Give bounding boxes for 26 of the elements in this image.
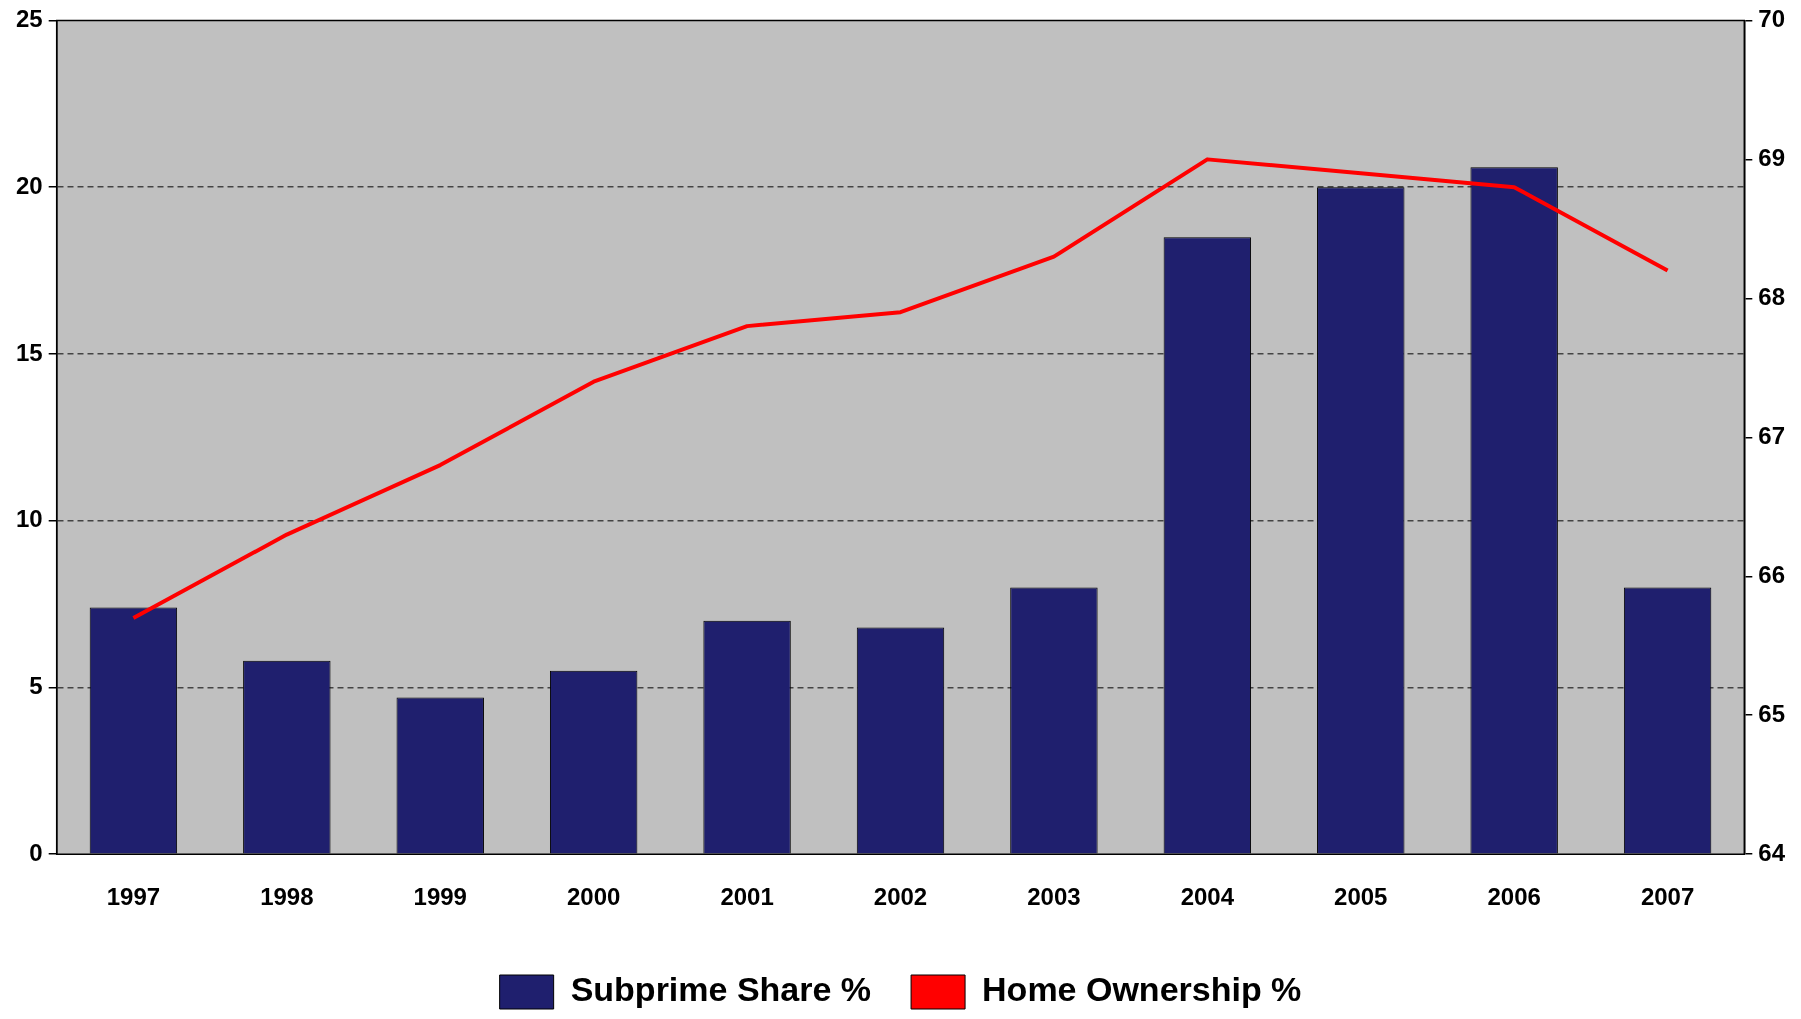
y2-tick-label: 64: [1758, 838, 1786, 866]
x-tick-label: 2005: [1334, 883, 1388, 911]
y-tick-label: 5: [29, 672, 43, 700]
x-tick-label: 1998: [260, 883, 314, 911]
y-tick-label: 15: [15, 338, 43, 366]
y2-tick-label: 70: [1758, 5, 1786, 33]
x-tick-label: 2002: [873, 883, 928, 911]
y-tick-label: 0: [29, 838, 43, 866]
x-tick-label: 2006: [1487, 883, 1541, 911]
y-tick-label: 20: [15, 171, 43, 199]
y2-tick-label: 68: [1758, 282, 1786, 310]
y-tick-label: 10: [15, 505, 43, 533]
x-tick-label: 2004: [1180, 883, 1235, 911]
legend-label: Home Ownership %: [982, 970, 1302, 1009]
x-tick-label: 2001: [720, 883, 774, 911]
y2-tick-label: 67: [1758, 421, 1786, 449]
x-tick-label: 1997: [106, 883, 161, 911]
x-tick-label: 2007: [1640, 883, 1695, 911]
y-tick-label: 25: [15, 5, 43, 33]
x-tick-label: 2003: [1027, 883, 1081, 911]
x-tick-label: 1999: [413, 883, 467, 911]
y2-tick-label: 69: [1758, 143, 1786, 171]
y2-tick-label: 66: [1758, 560, 1786, 588]
legend-label: Subprime Share %: [570, 970, 872, 1009]
y2-tick-label: 65: [1758, 699, 1786, 727]
x-tick-label: 2000: [566, 883, 621, 911]
